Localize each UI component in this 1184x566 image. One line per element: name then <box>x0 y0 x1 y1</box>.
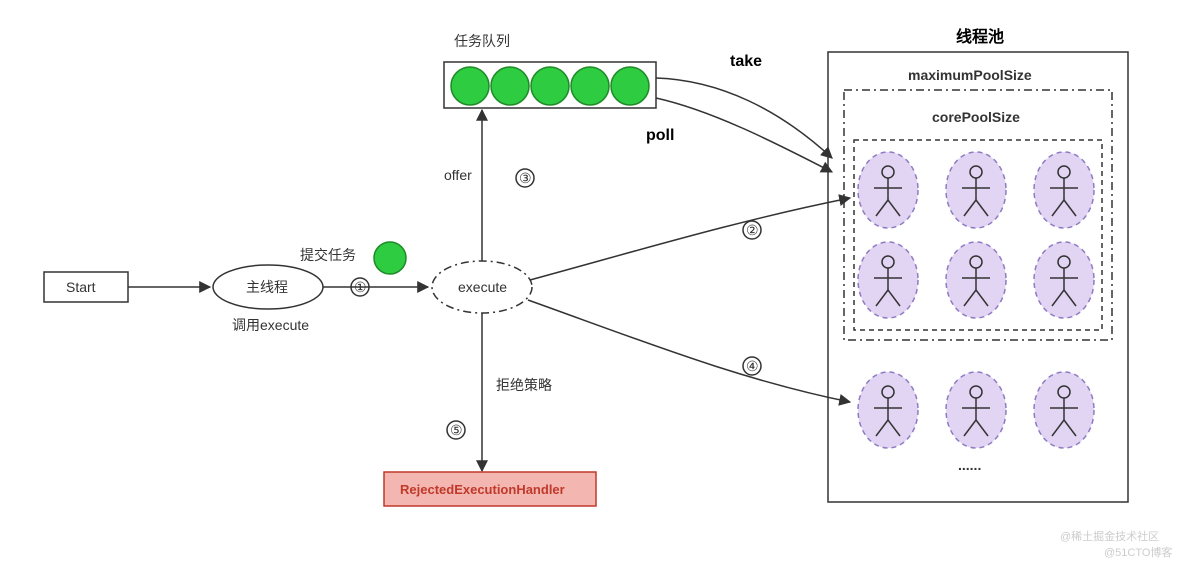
start-label: Start <box>66 279 96 295</box>
step-1-label: ① <box>354 279 367 295</box>
task-queue-title: 任务队列 <box>454 33 510 49</box>
task-icon <box>531 67 569 105</box>
main-thread-label: 主线程 <box>246 279 288 295</box>
core-pool-label: corePoolSize <box>932 109 1020 125</box>
step-5-label: ⑤ <box>450 422 463 438</box>
step-2-label: ② <box>746 222 759 238</box>
offer-label: offer <box>444 167 472 183</box>
poll-label: poll <box>646 127 674 144</box>
watermark-a: @稀土掘金技术社区 <box>1060 529 1159 543</box>
call-execute-label: 调用execute <box>232 317 309 333</box>
thread-pool-title: 线程池 <box>956 27 1004 46</box>
submitted-task-icon <box>374 242 406 274</box>
task-icon <box>491 67 529 105</box>
edge-to-extra <box>528 300 850 402</box>
task-icon <box>571 67 609 105</box>
step-4-label: ④ <box>746 358 759 374</box>
task-icon <box>451 67 489 105</box>
edge-to-core <box>530 198 850 280</box>
step-3-label: ③ <box>519 170 532 186</box>
rejected-handler-label: RejectedExecutionHandler <box>400 482 565 497</box>
core-workers-group <box>858 152 1094 318</box>
reject-policy-label: 拒绝策略 <box>496 377 552 393</box>
watermark-b: @51CTO博客 <box>1104 545 1172 559</box>
submit-task-label: 提交任务 <box>300 247 356 263</box>
task-queue-slots <box>451 67 649 105</box>
task-icon <box>611 67 649 105</box>
execute-label: execute <box>458 279 507 295</box>
more-workers-label: ...... <box>958 457 981 473</box>
take-label: take <box>730 53 762 70</box>
edge-take <box>656 78 832 158</box>
max-pool-label: maximumPoolSize <box>908 67 1032 83</box>
extra-workers-group <box>858 372 1094 448</box>
